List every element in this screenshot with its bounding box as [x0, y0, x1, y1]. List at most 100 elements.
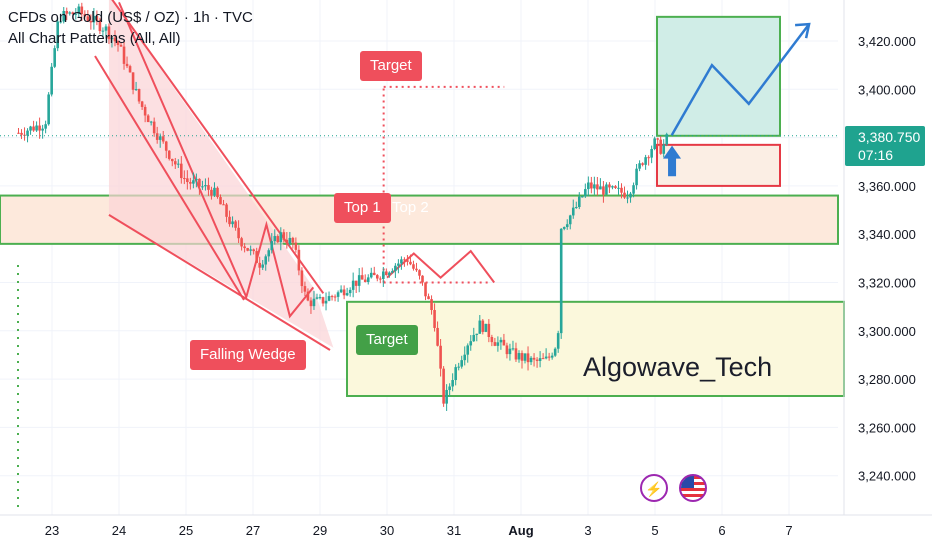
candle-body — [499, 339, 503, 343]
candle-body — [454, 367, 457, 381]
candle-body — [312, 298, 316, 307]
candle-body — [406, 260, 409, 262]
target-label-top[interactable]: Target — [360, 51, 422, 81]
y-tick-label: 3,260.000 — [858, 420, 916, 435]
pattern-drawings — [94, 0, 505, 351]
y-tick-label: 3,240.000 — [858, 469, 916, 484]
candle-body — [641, 163, 644, 165]
candle-body — [626, 197, 629, 199]
candle-body — [143, 106, 147, 116]
candle-body — [41, 128, 44, 131]
candle-body — [255, 251, 258, 263]
top2-label[interactable]: Top 2 — [392, 199, 429, 216]
candle-body — [158, 136, 162, 140]
us-flag-icon[interactable] — [679, 474, 707, 502]
up-arrow-head — [663, 145, 682, 159]
candle-body — [451, 380, 454, 387]
target-label-bottom[interactable]: Target — [356, 325, 418, 355]
candle-body — [412, 264, 415, 269]
candle-body — [602, 186, 605, 195]
flash-icon[interactable]: ⚡ — [640, 474, 668, 502]
candle-body — [623, 192, 626, 198]
candle-body — [460, 360, 464, 367]
wedge-upper-line — [111, 0, 325, 294]
candle-body — [550, 355, 554, 358]
candle-body — [213, 187, 216, 196]
candle-body — [535, 359, 539, 361]
overlays — [0, 22, 838, 177]
candle-body — [517, 353, 521, 360]
candle-body — [273, 236, 277, 242]
x-tick-label: 30 — [380, 523, 394, 538]
candle-body — [559, 228, 563, 334]
x-tick-label: 5 — [651, 523, 658, 538]
candle-body — [225, 204, 228, 217]
target-box — [656, 15, 781, 137]
current-price-label[interactable]: 3,380.750 07:16 — [845, 126, 925, 166]
candle-body — [363, 279, 367, 282]
candle-body — [258, 262, 261, 268]
x-tick-label: 29 — [313, 523, 327, 538]
projection-arrowhead — [795, 22, 811, 39]
candle-body — [659, 139, 662, 154]
candle-body — [110, 37, 114, 40]
candle-body — [487, 323, 491, 337]
indicator-subtitle: All Chart Patterns (All, All) — [8, 30, 181, 47]
candle-body — [119, 44, 123, 47]
candle-body — [478, 320, 482, 334]
candle-body — [167, 150, 171, 159]
candle-body — [547, 356, 551, 358]
candle-body — [372, 272, 376, 276]
candle-body — [523, 353, 527, 361]
candle-body — [104, 26, 108, 31]
candle-body — [354, 280, 358, 286]
candle-body — [53, 48, 56, 67]
candle-body — [134, 89, 138, 91]
candle-body — [650, 148, 653, 158]
candle-body — [219, 197, 222, 205]
candle-body — [369, 272, 373, 278]
candle-body — [170, 158, 174, 162]
candle-body — [59, 21, 63, 23]
candle-body — [113, 37, 117, 42]
candle-body — [379, 278, 382, 280]
candle-body — [430, 299, 433, 311]
candle-body — [502, 339, 506, 346]
candle-body — [568, 215, 572, 225]
candle-body — [306, 291, 310, 301]
candle-body — [321, 297, 325, 304]
candle-body — [309, 300, 313, 307]
candle-body — [180, 163, 183, 179]
candle-body — [216, 187, 219, 198]
candle-body — [565, 224, 569, 228]
candle-body — [553, 348, 557, 356]
candle-body — [339, 289, 343, 293]
candle-body — [161, 136, 165, 142]
candle-body — [511, 348, 515, 350]
candle-body — [56, 21, 59, 49]
candle-body — [360, 275, 364, 280]
x-tick-label: Aug — [508, 523, 533, 538]
candle-body — [294, 242, 298, 250]
candle-body — [514, 348, 518, 360]
candle-body — [375, 275, 379, 279]
candle-body — [291, 237, 295, 243]
candle-body — [442, 368, 445, 404]
candle-body — [249, 249, 252, 251]
falling-wedge-label[interactable]: Falling Wedge — [190, 340, 306, 370]
candle-body — [415, 268, 418, 271]
candle-body — [62, 11, 66, 22]
candle-body — [656, 138, 659, 140]
candle-body — [164, 141, 168, 151]
top1-label[interactable]: Top 1 — [334, 193, 391, 223]
wedge-zigzag — [118, 1, 315, 319]
candles — [17, 2, 669, 411]
y-tick-label: 3,420.000 — [858, 34, 916, 49]
candle-body — [95, 15, 99, 21]
stop-box — [656, 143, 781, 187]
candle-body — [397, 263, 400, 266]
bar-countdown: 07:16 — [858, 147, 894, 163]
candle-body — [47, 94, 50, 125]
candle-body — [496, 342, 500, 346]
